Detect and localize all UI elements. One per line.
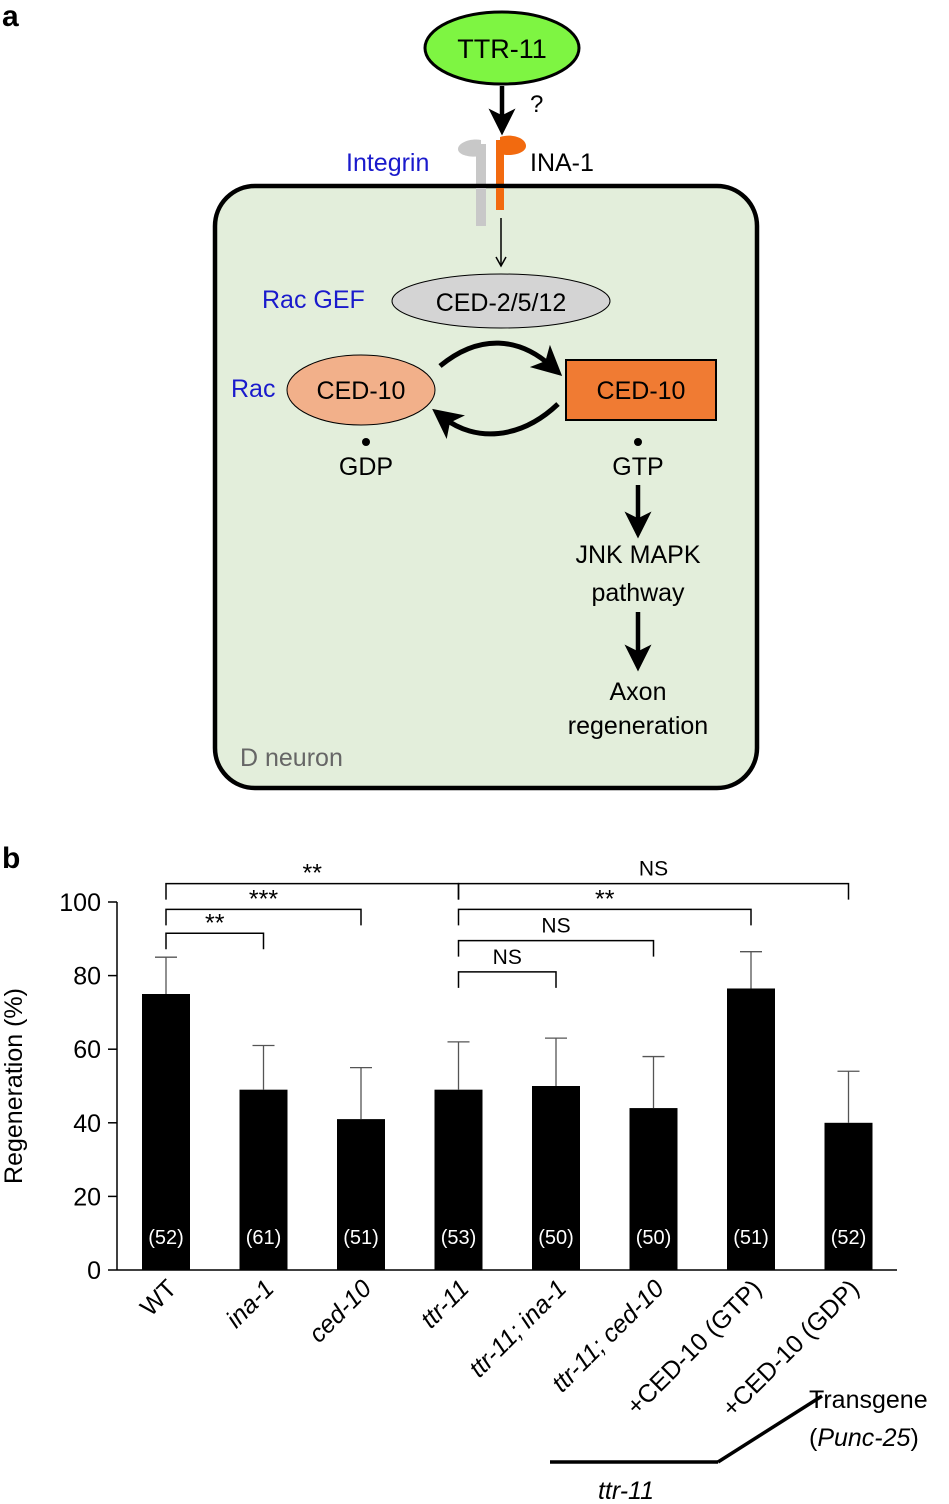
gtp-to-gdp-arrow <box>432 402 560 440</box>
y-tick-label: 20 <box>73 1183 101 1211</box>
n-label: (51) <box>733 1227 769 1249</box>
significance-bracket <box>457 939 655 957</box>
y-tick-label: 80 <box>73 963 101 991</box>
axon-label-line2: regeneration <box>568 712 708 740</box>
n-labels: (52) (61) (51) (53) (50) (50) (51) (52) <box>148 1227 866 1249</box>
gtp-bond-dot <box>634 438 642 446</box>
panel-b-label: b <box>2 842 20 875</box>
rac-label: Rac <box>231 375 275 403</box>
significance-label: ** <box>303 860 323 888</box>
gdp-to-gtp-arrow <box>438 340 563 377</box>
significance-bracket <box>457 882 850 900</box>
axon-label-line1: Axon <box>610 678 667 706</box>
n-label: (51) <box>343 1227 379 1249</box>
bar <box>532 1086 580 1270</box>
x-tick-label: ced-10 <box>303 1274 377 1348</box>
bar <box>239 1089 288 1270</box>
bar <box>727 988 775 1270</box>
n-label: (52) <box>148 1227 184 1249</box>
integrin-label: Integrin <box>346 149 429 177</box>
bar <box>629 1108 678 1270</box>
promoter-name: Punc-25 <box>817 1424 910 1452</box>
y-tick-label: 40 <box>73 1110 101 1138</box>
promoter-open-paren: ( <box>809 1424 818 1452</box>
ina1-stalk <box>496 140 504 210</box>
significance-label: ** <box>595 885 615 913</box>
x-tick-label: ina-1 <box>221 1274 280 1333</box>
ttr11-ligand-label: TTR-11 <box>457 34 547 64</box>
significance-label: ** <box>205 909 225 937</box>
ttr11-ligand <box>423 10 581 86</box>
x-tick-label: ttr-11; ina-1 <box>464 1274 573 1383</box>
transgene-diagonal-line <box>717 1394 823 1464</box>
ced10-gtp-label: CED-10 <box>597 377 686 405</box>
gtp-label: GTP <box>612 453 663 481</box>
rac-gef-label: Rac GEF <box>262 286 365 314</box>
transgene-label: Transgene <box>809 1386 928 1414</box>
panel-a-label: a <box>2 0 19 33</box>
gdp-label: GDP <box>339 453 393 481</box>
x-tick-label: ttr-11 <box>415 1274 474 1333</box>
y-tick-label: 60 <box>73 1036 101 1064</box>
n-label: (50) <box>538 1227 574 1249</box>
integrin-alpha-receptor <box>458 139 481 157</box>
question-mark: ? <box>530 91 543 118</box>
integrin-alpha-stalk-inner <box>476 188 486 226</box>
bars <box>142 988 873 1270</box>
bar <box>824 1122 873 1270</box>
significance-label: NS <box>541 915 570 938</box>
y-axis-label: Regeneration (%) <box>0 988 28 1184</box>
n-label: (50) <box>636 1227 672 1249</box>
significance-bracket <box>457 908 752 926</box>
ttr11-group-label: ttr-11 <box>598 1477 654 1504</box>
ced-2-5-12-gef <box>391 273 611 329</box>
jnk-label-line2: pathway <box>591 579 685 607</box>
n-label: (52) <box>831 1227 867 1249</box>
significance-label: NS <box>493 946 522 969</box>
error-bars <box>155 951 860 1123</box>
transgene-promoter-label: (Punc-25) <box>809 1424 919 1452</box>
significance-bracket <box>165 908 362 926</box>
jnk-label-line1: JNK MAPK <box>575 541 700 569</box>
ina1-receptor <box>500 135 526 156</box>
y-tick-label: 100 <box>59 889 101 917</box>
n-label: (53) <box>441 1227 477 1249</box>
ced10-gdp-label: CED-10 <box>317 377 406 405</box>
significance-label: NS <box>639 858 668 881</box>
ced10-gdp <box>286 354 436 426</box>
y-tick-label: 0 <box>87 1257 101 1285</box>
ina1-stalk-inner <box>496 188 504 210</box>
promoter-close-paren: ) <box>910 1424 918 1452</box>
bar <box>337 1119 385 1270</box>
y-ticks: 0 20 40 60 80 100 <box>59 889 117 1285</box>
significance-bracket <box>165 932 265 950</box>
significance-bracket <box>457 971 557 988</box>
ced10-gtp <box>565 359 717 421</box>
bar <box>142 994 190 1270</box>
x-tick-label: WT <box>135 1274 182 1321</box>
significance-label: *** <box>249 885 278 913</box>
ced-2-5-12-label: CED-2/5/12 <box>436 289 567 317</box>
n-label: (61) <box>246 1227 282 1249</box>
d-neuron-cell <box>212 183 760 791</box>
gdp-bond-dot <box>362 438 370 446</box>
ina1-label: INA-1 <box>530 149 594 177</box>
d-neuron-label: D neuron <box>240 744 343 772</box>
bar <box>434 1089 483 1270</box>
